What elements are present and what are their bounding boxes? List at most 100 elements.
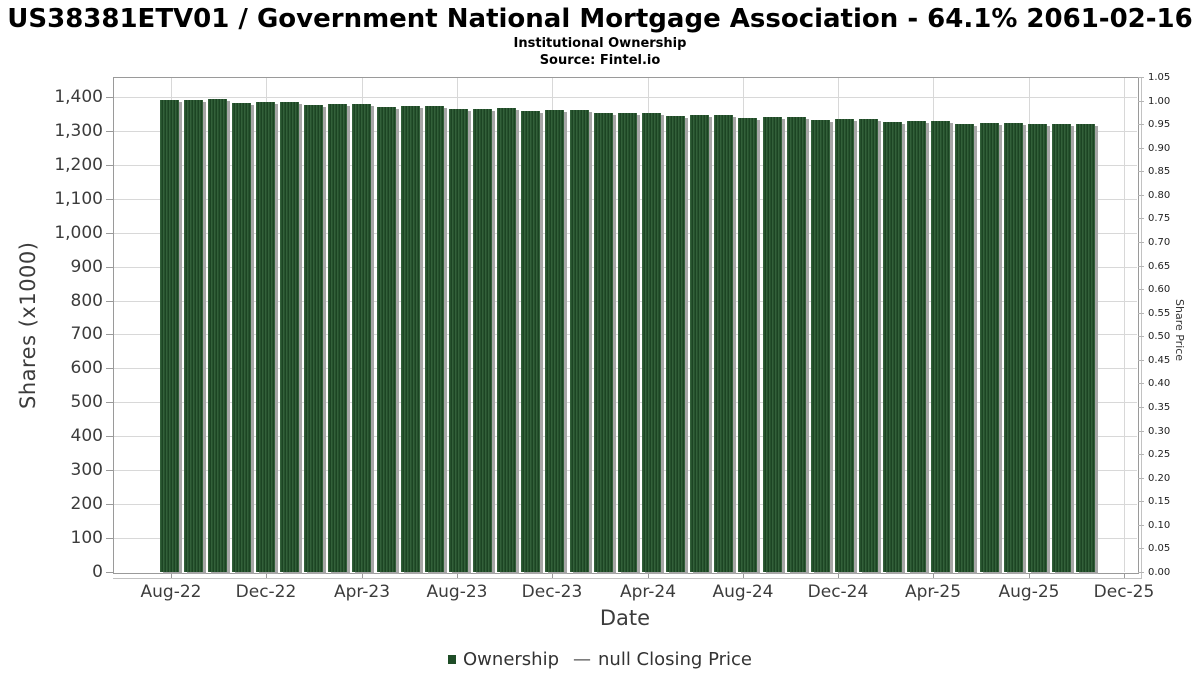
y2-axis-tick	[1138, 148, 1144, 149]
y2-axis-tick	[1138, 124, 1144, 125]
ownership-bar[interactable]	[1028, 124, 1047, 572]
y2-axis-tick-label: 0.85	[1148, 166, 1171, 177]
y2-axis-tick-label: 0.15	[1148, 496, 1171, 507]
x-axis-tick	[1029, 573, 1030, 578]
ownership-bar[interactable]	[859, 119, 878, 572]
y2-axis-tick	[1138, 336, 1144, 337]
ownership-bar[interactable]	[1004, 123, 1023, 572]
y2-axis-tick-label: 0.00	[1148, 567, 1171, 578]
y2-axis-tick	[1138, 431, 1144, 432]
ownership-bar[interactable]	[304, 105, 323, 572]
x-axis-tick-label: Apr-23	[333, 582, 391, 602]
y-axis-tick	[106, 165, 113, 166]
ownership-bar[interactable]	[184, 100, 203, 572]
y2-axis-tick	[1138, 218, 1144, 219]
y-axis-tick-label: 1,300	[54, 121, 103, 141]
y-axis-tick-label: 0	[92, 562, 103, 582]
y2-axis-tick	[1138, 195, 1144, 196]
x-axis-tick-label: Dec-24	[807, 582, 869, 602]
chart-subtitle: Institutional Ownership	[513, 36, 687, 51]
x-axis-tick	[743, 573, 744, 578]
y-axis-tick	[106, 199, 113, 200]
ownership-bar[interactable]	[232, 103, 251, 572]
ownership-bar[interactable]	[1052, 124, 1071, 572]
x-axis-tick	[1124, 573, 1125, 578]
y2-axis-tick-label: 0.70	[1148, 237, 1171, 248]
y-axis-tick-label: 1,000	[54, 223, 103, 243]
ownership-bar[interactable]	[256, 102, 275, 572]
y2-axis-tick	[1138, 548, 1144, 549]
ownership-bar[interactable]	[1076, 124, 1095, 572]
gridline-vertical	[1124, 78, 1125, 572]
x-axis-tick-label: Aug-25	[998, 582, 1060, 602]
ownership-bar[interactable]	[160, 100, 179, 572]
ownership-bar[interactable]	[666, 116, 685, 572]
y-axis-tick-label: 300	[70, 460, 103, 480]
x-axis-tick-label: Aug-23	[426, 582, 488, 602]
y2-axis-tick-label: 0.60	[1148, 284, 1171, 295]
ownership-bar[interactable]	[473, 109, 492, 572]
y-axis-tick	[106, 131, 113, 132]
y2-axis-tick-label: 0.65	[1148, 261, 1171, 272]
ownership-bar[interactable]	[835, 119, 854, 572]
ownership-bar[interactable]	[955, 124, 974, 572]
y2-axis-tick	[1138, 289, 1144, 290]
legend-item-closing-price[interactable]: — null Closing Price	[559, 649, 752, 670]
ownership-bar[interactable]	[907, 121, 926, 572]
y-axis-tick	[106, 572, 113, 573]
y-axis-tick-label: 600	[70, 358, 103, 378]
y2-axis-tick-label: 0.50	[1148, 331, 1171, 342]
y2-axis-tick-label: 0.90	[1148, 143, 1171, 154]
ownership-bar[interactable]	[738, 118, 757, 572]
x-axis-tick	[933, 573, 934, 578]
y-axis-tick-label: 1,400	[54, 87, 103, 107]
x-axis-tick-label: Aug-22	[140, 582, 202, 602]
y2-axis-tick	[1138, 242, 1144, 243]
ownership-bar[interactable]	[811, 120, 830, 572]
ownership-bar[interactable]	[714, 115, 733, 572]
ownership-bar[interactable]	[521, 111, 540, 572]
ownership-bar[interactable]	[618, 113, 637, 572]
y2-axis-tick-label: 1.05	[1148, 72, 1171, 83]
legend-ownership-label: Ownership	[463, 648, 560, 670]
ownership-bar[interactable]	[931, 121, 950, 572]
ownership-bar[interactable]	[352, 104, 371, 572]
ownership-bar[interactable]	[425, 106, 444, 572]
legend: Ownership — null Closing Price	[0, 647, 1200, 671]
y2-axis-tick-label: 0.35	[1148, 402, 1171, 413]
x-axis-tick	[266, 573, 267, 578]
x-axis-tick-label: Dec-25	[1093, 582, 1155, 602]
ownership-bar[interactable]	[328, 104, 347, 572]
ownership-bar[interactable]	[594, 113, 613, 572]
y-axis-tick	[106, 470, 113, 471]
chart-source: Source: Fintel.io	[539, 53, 661, 68]
ownership-bar[interactable]	[545, 110, 564, 572]
y2-axis-tick	[1138, 501, 1144, 502]
ownership-bar[interactable]	[787, 117, 806, 572]
x-axis-tick	[838, 573, 839, 578]
ownership-bar[interactable]	[642, 113, 661, 572]
page-title: US38381ETV01 / Government National Mortg…	[7, 4, 1193, 34]
ownership-bar[interactable]	[401, 106, 420, 572]
ownership-bar[interactable]	[883, 122, 902, 572]
x-axis-label: Date	[599, 606, 651, 630]
y2-axis-tick-label: 0.05	[1148, 543, 1171, 554]
y-axis-tick-label: 500	[70, 392, 103, 412]
y2-axis-tick	[1138, 478, 1144, 479]
legend-item-ownership[interactable]: Ownership	[448, 649, 559, 670]
ownership-bar[interactable]	[570, 110, 589, 572]
ownership-bar[interactable]	[763, 117, 782, 572]
gridline-horizontal	[114, 97, 1137, 98]
ownership-bar[interactable]	[449, 109, 468, 572]
ownership-bar[interactable]	[497, 108, 516, 572]
y-axis-tick	[106, 402, 113, 403]
y2-axis-tick	[1138, 407, 1144, 408]
y-axis-tick	[106, 436, 113, 437]
ownership-bar[interactable]	[690, 115, 709, 572]
y-axis-tick	[106, 368, 113, 369]
ownership-bar[interactable]	[208, 99, 227, 572]
ownership-bar[interactable]	[377, 107, 396, 572]
ownership-bar[interactable]	[280, 102, 299, 572]
ownership-bar[interactable]	[980, 123, 999, 572]
